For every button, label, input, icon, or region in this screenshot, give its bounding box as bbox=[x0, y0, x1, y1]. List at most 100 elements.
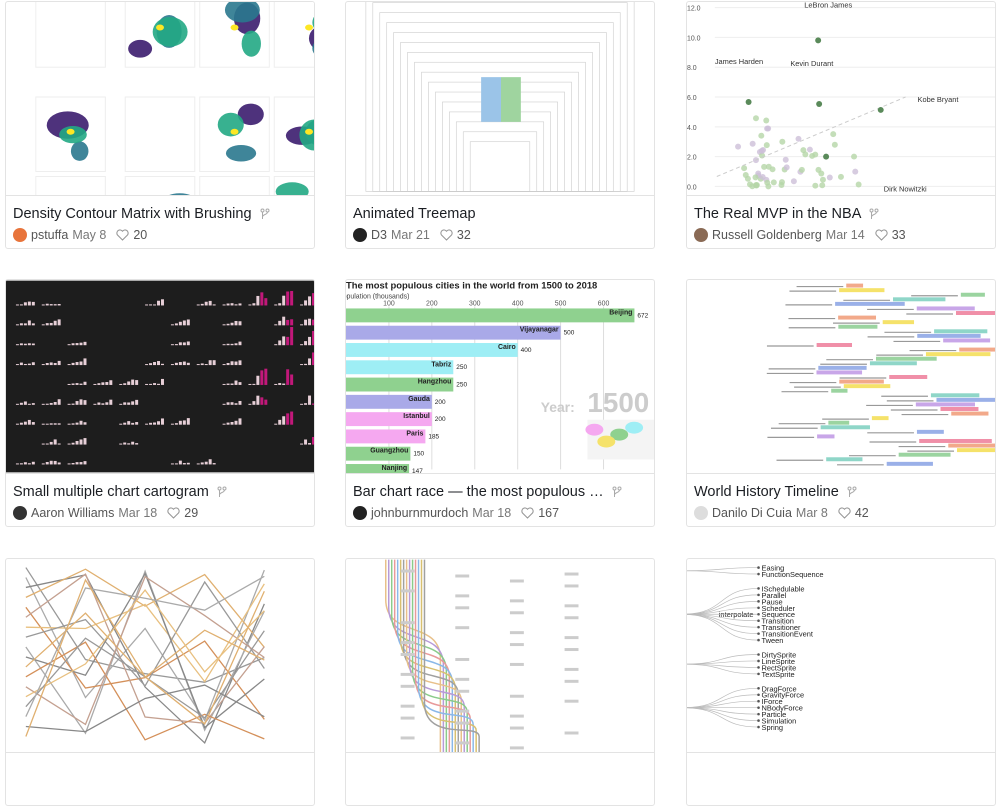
rank-line bbox=[26, 576, 264, 716]
mini-bar bbox=[76, 462, 79, 464]
author[interactable]: johnburnmurdoch bbox=[371, 506, 468, 520]
bar-name: Tabriz bbox=[431, 361, 451, 368]
contour-blob bbox=[128, 40, 152, 58]
mini-bar bbox=[50, 442, 53, 445]
mini-bar bbox=[238, 418, 241, 424]
era-bar bbox=[951, 412, 988, 416]
title-text[interactable]: Density Contour Matrix with Brushing bbox=[13, 206, 252, 222]
title-text[interactable]: World History Timeline bbox=[694, 484, 839, 500]
tree-node bbox=[757, 587, 760, 590]
contour-core bbox=[156, 24, 164, 30]
mini-bar bbox=[209, 360, 212, 365]
station-label bbox=[401, 673, 415, 676]
title-text[interactable]: Small multiple chart cartogram bbox=[13, 484, 209, 500]
mini-bar bbox=[223, 404, 226, 405]
heart-icon[interactable] bbox=[838, 507, 851, 519]
thumbnail[interactable] bbox=[346, 559, 654, 753]
mini-bar bbox=[20, 323, 23, 325]
heart-icon[interactable] bbox=[116, 229, 129, 241]
author[interactable]: D3 bbox=[371, 228, 387, 242]
mini-bar bbox=[153, 362, 156, 365]
mini-bar bbox=[127, 381, 130, 384]
notebook-title[interactable]: World History Timeline bbox=[694, 484, 857, 500]
author[interactable]: Aaron Williams bbox=[31, 506, 114, 520]
title-text[interactable]: Bar chart race — the most populous … bbox=[353, 484, 604, 500]
bar-value: 147 bbox=[412, 468, 423, 474]
mini-bar bbox=[80, 384, 83, 385]
mini-bar bbox=[80, 343, 83, 346]
mini-bar bbox=[20, 423, 23, 425]
mini-bar bbox=[308, 337, 311, 345]
notebook-card[interactable]: Density Contour Matrix with Brushing pstu… bbox=[5, 1, 315, 249]
avatar[interactable] bbox=[353, 506, 367, 520]
mini-bar bbox=[68, 463, 71, 464]
mini-bar bbox=[227, 384, 230, 385]
mini-bar bbox=[80, 439, 83, 444]
notebook-card[interactable] bbox=[5, 558, 315, 806]
notebook-title[interactable]: Small multiple chart cartogram bbox=[13, 484, 227, 500]
thumbnail[interactable] bbox=[687, 280, 995, 474]
x-tick-label: 600 bbox=[598, 300, 610, 307]
mini-bar bbox=[72, 383, 75, 384]
notebook-card[interactable]: Small multiple chart cartogram Aaron Will… bbox=[5, 279, 315, 527]
era-bar bbox=[876, 357, 937, 361]
notebook-title[interactable]: The Real MVP in the NBA bbox=[694, 206, 879, 222]
mini-bar bbox=[201, 304, 204, 306]
era-bar bbox=[917, 306, 975, 310]
author[interactable]: pstuffa bbox=[31, 228, 68, 242]
mini-bar bbox=[308, 296, 311, 305]
era-bar bbox=[887, 462, 933, 466]
era-bar bbox=[872, 416, 889, 420]
mini-bar bbox=[175, 423, 178, 425]
avatar[interactable] bbox=[353, 228, 367, 242]
mini-bar bbox=[54, 461, 57, 464]
notebook-title[interactable]: Density Contour Matrix with Brushing bbox=[13, 206, 270, 222]
mini-bar bbox=[32, 302, 35, 306]
point bbox=[770, 166, 776, 172]
mini-bar bbox=[171, 463, 174, 464]
heart-icon[interactable] bbox=[521, 507, 534, 519]
mini-bar bbox=[231, 422, 234, 425]
thumbnail[interactable]: The most populous cities in the world fr… bbox=[346, 280, 654, 474]
treemap-frame bbox=[456, 122, 543, 192]
avatar[interactable] bbox=[13, 506, 27, 520]
notebook-title[interactable]: Animated Treemap bbox=[353, 206, 476, 222]
mini-bar bbox=[304, 300, 307, 305]
author[interactable]: Russell Goldenberg bbox=[712, 228, 822, 242]
notebook-card[interactable]: The most populous cities in the world fr… bbox=[345, 279, 655, 527]
heart-icon[interactable] bbox=[167, 507, 180, 519]
point bbox=[838, 174, 844, 180]
heart-icon[interactable] bbox=[875, 229, 888, 241]
avatar[interactable] bbox=[694, 228, 708, 242]
title-text[interactable]: The Real MVP in the NBA bbox=[694, 206, 861, 222]
avatar[interactable] bbox=[694, 506, 708, 520]
tree-node bbox=[757, 700, 760, 703]
notebook-card[interactable] bbox=[345, 558, 655, 806]
thumbnail[interactable]: EasingFunctionSequenceinterpolateISchedu… bbox=[687, 559, 995, 753]
mini-bar bbox=[300, 444, 303, 445]
mini-bar bbox=[46, 404, 49, 405]
thumbnail[interactable] bbox=[6, 559, 314, 753]
thumbnail[interactable] bbox=[6, 2, 314, 196]
mini-bar bbox=[312, 293, 314, 305]
page: Density Contour Matrix with Brushing pstu… bbox=[0, 0, 997, 737]
title-text[interactable]: Animated Treemap bbox=[353, 206, 476, 222]
era-bar bbox=[828, 421, 849, 425]
mini-bar bbox=[161, 299, 164, 305]
author[interactable]: Danilo Di Cuia bbox=[712, 506, 792, 520]
mini-bar bbox=[235, 321, 238, 325]
mini-bar bbox=[308, 358, 311, 365]
station-label bbox=[401, 589, 415, 592]
mini-bar bbox=[231, 303, 234, 305]
mini-bar bbox=[179, 342, 182, 345]
avatar[interactable] bbox=[13, 228, 27, 242]
heart-icon[interactable] bbox=[440, 229, 453, 241]
thumbnail[interactable] bbox=[346, 2, 654, 196]
thumbnail[interactable] bbox=[6, 280, 314, 474]
notebook-title[interactable]: Bar chart race — the most populous … bbox=[353, 484, 622, 500]
